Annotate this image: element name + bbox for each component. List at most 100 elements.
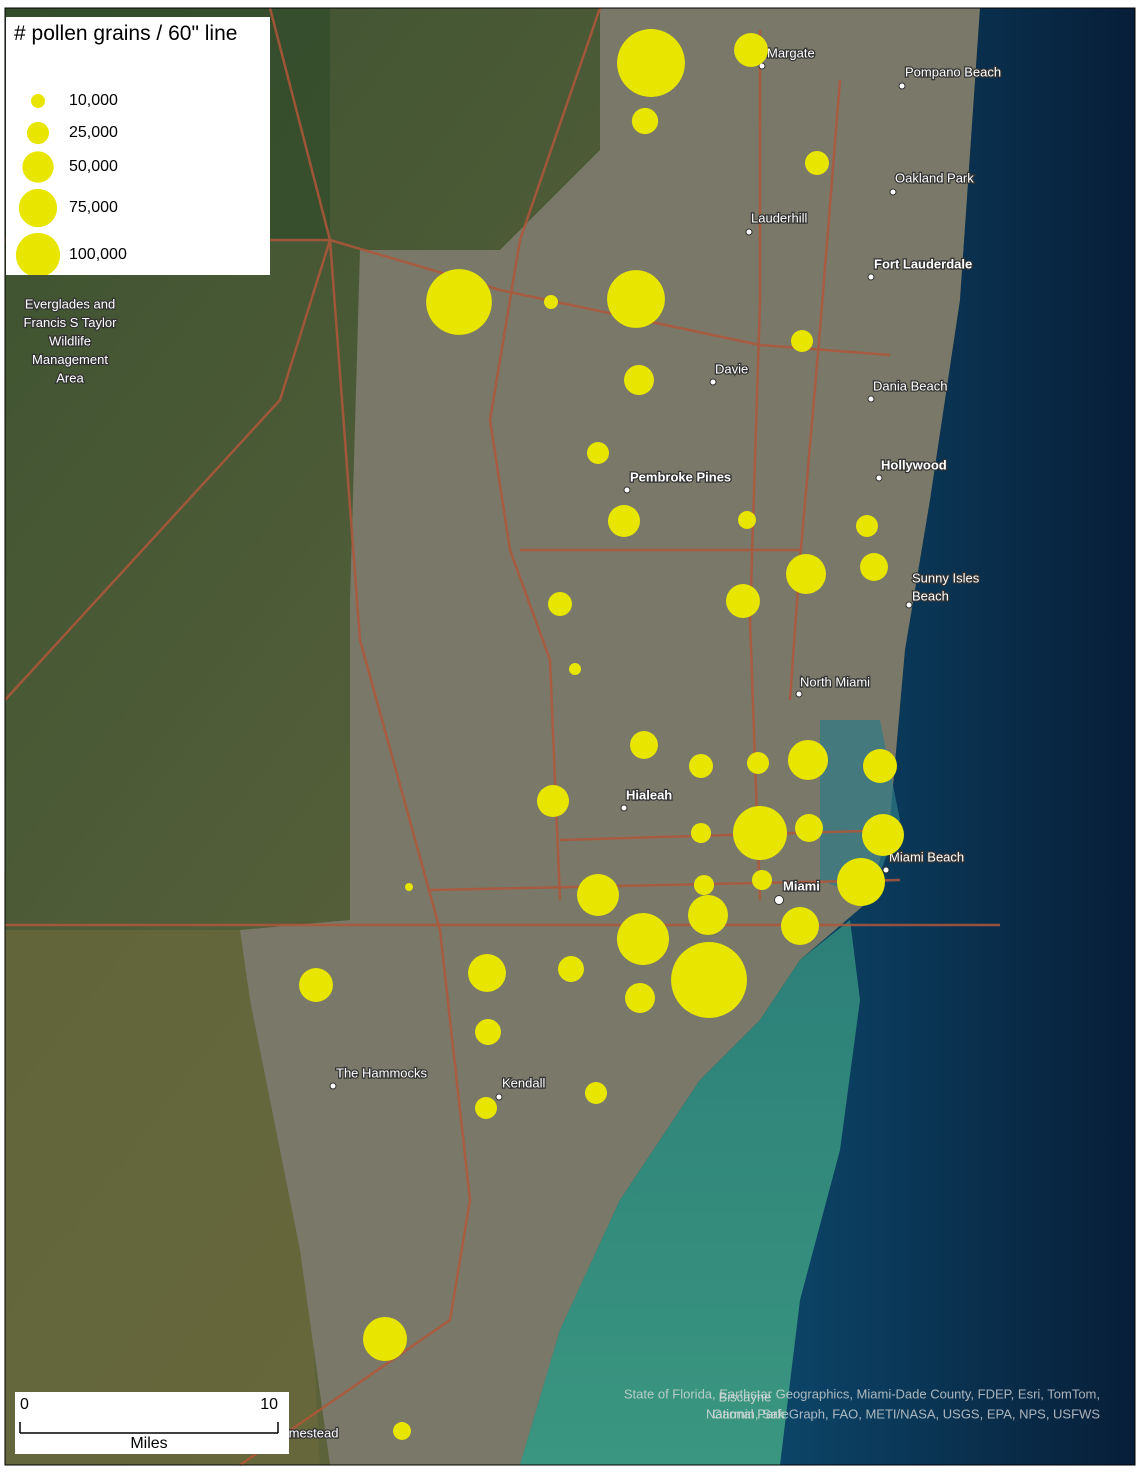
site-circle [747,752,769,774]
place-label: North Miami [800,674,870,689]
site-circle [363,1317,407,1361]
site-circle [751,869,773,891]
site-circle [734,33,768,67]
site-circle [863,749,897,783]
place-label: Margate [767,45,815,60]
bay [520,920,860,1465]
area-label: Everglades and Francis S Taylor Wildlife Ma… [22,295,118,387]
place-dot [905,601,913,609]
legend-circle [18,188,58,228]
attribution-line: Garmin, SafeGraph, FAO, METI/NASA, USGS,… [712,1406,1100,1421]
site-circle [587,442,609,464]
place-dot [875,474,883,482]
place-label: Dania Beach [873,378,947,393]
legend-label: 75,000 [69,199,118,216]
scale-unit: Miles [130,1435,167,1452]
site-circle [475,1097,497,1119]
place-dot [758,62,766,70]
place-label: Sunny Isles [912,570,980,585]
place-label: Miami Beach [889,849,964,864]
site-circle [693,874,715,896]
place-label: Pompano Beach [905,64,1001,79]
site-circle [860,553,888,581]
site-circle [671,942,747,1018]
site-circle [548,592,572,616]
site-circle [862,814,904,856]
site-circle [738,511,756,529]
map-frame [4,7,1136,1466]
park-label-line: Biscayne [719,1389,772,1404]
site-circle [617,29,685,97]
site-circle [837,858,885,906]
legend-circle [26,121,50,145]
place-dot [620,804,628,812]
legend-label: 100,000 [69,246,127,263]
place-label: Lauderhill [751,210,807,225]
site-circle [791,330,813,352]
site-circle [468,954,506,992]
site-circle [624,365,654,395]
site-circle [558,956,584,982]
legend-circle [15,232,61,275]
site-circle [393,1422,411,1440]
place-labels: Margate Pompano Beach Oakland Park Lauderhi… [271,44,1003,1442]
site-circle [475,1019,501,1045]
roads [4,7,1000,1467]
site-circle [426,269,492,335]
scale-bar: 0 10 Miles [15,1392,289,1454]
legend: # pollen grains / 60" line 10,000 25,000 5… [6,17,270,275]
scale-tick-label: 10 [260,1396,278,1413]
site-circle [805,151,829,175]
site-circle [726,584,760,618]
place-label: Kendall [502,1075,545,1090]
site-circle [687,894,729,936]
place-dot [889,188,897,196]
site-circle [781,907,819,945]
place-dot [709,378,717,386]
place-label: Pembroke Pines [630,469,731,484]
place-label: Beach [912,588,949,603]
place-label: Oakland Park [895,170,974,185]
area-label-line: Area [56,370,84,385]
place-label: Miami [783,878,820,893]
place-dot [329,1082,337,1090]
attribution: Biscayne National Park State of Florida, E… [624,1386,1100,1421]
attribution-line: State of Florida, Earthstar Geographics,… [624,1386,1100,1401]
place-dot [774,895,784,905]
site-circle [689,754,713,778]
site-circle [787,739,829,781]
site-circle [577,874,619,916]
place-dot [898,82,906,90]
area-label-line: Wildlife [49,333,91,348]
site-circle [616,912,670,966]
site-circle [625,983,655,1013]
site-circle [856,515,878,537]
farmland [5,930,320,1465]
site-circle [785,553,827,595]
site-circle [536,784,570,818]
place-dot [495,1093,503,1101]
legend-label: 50,000 [69,158,118,175]
site-circle [585,1082,607,1104]
ocean [520,8,1135,1465]
site-circle [733,806,787,860]
place-label: Hialeah [626,787,672,802]
legend-symbols: 10,000 25,000 50,000 75,000 100,000 [15,92,127,275]
legend-title: # pollen grains / 60" line [14,22,238,45]
site-circle [795,814,823,842]
place-dot [623,486,631,494]
site-circle [544,295,558,309]
urban [240,8,980,1465]
legend-circle [22,151,54,183]
site-circle [607,504,641,538]
area-label-line: Francis S Taylor [24,315,118,330]
site-circle [631,107,659,135]
area-label-line: Everglades and [25,296,115,311]
place-dot [795,690,803,698]
site-circle [630,731,658,759]
place-dot [745,228,753,236]
site-circle [405,883,413,891]
place-label: Hollywood [881,457,947,472]
